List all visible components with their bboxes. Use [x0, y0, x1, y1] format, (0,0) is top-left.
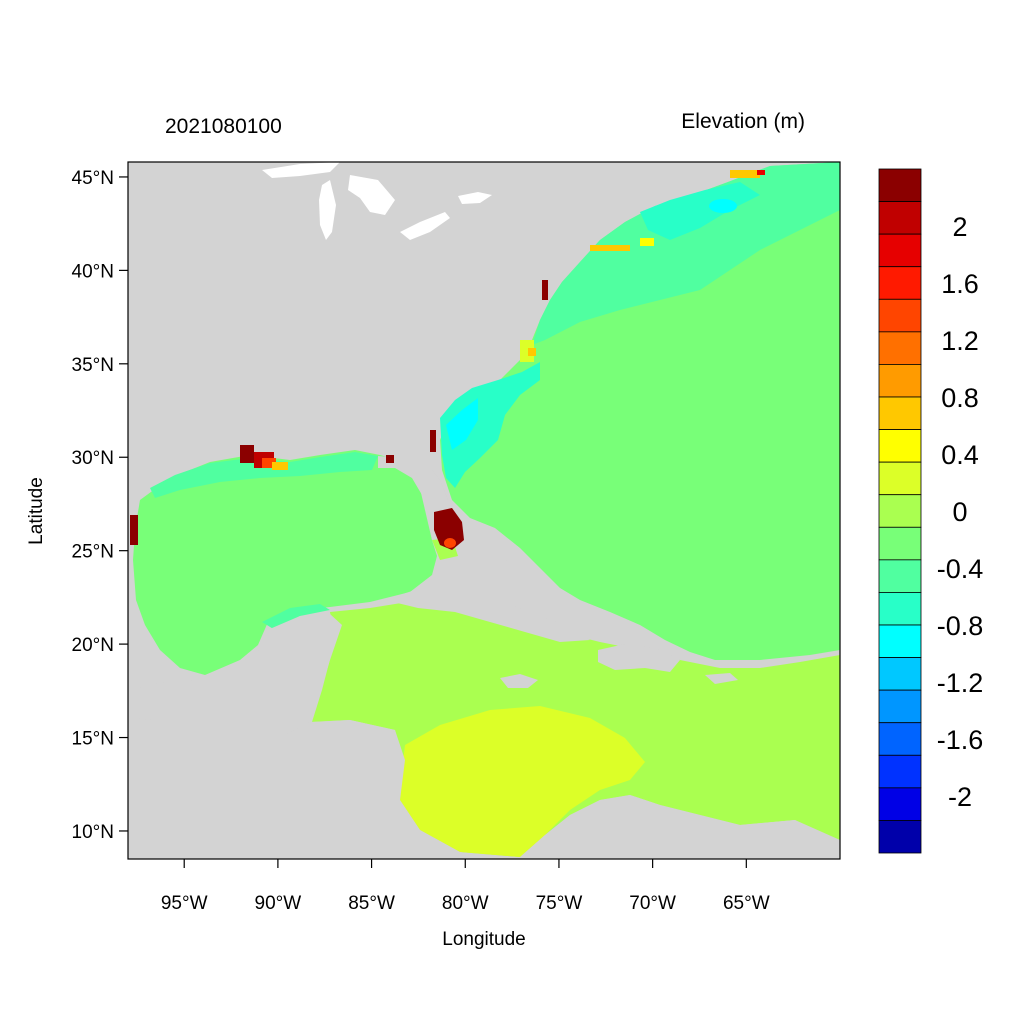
lake-michigan	[319, 180, 336, 240]
y-tick-label: 10°N	[72, 822, 114, 843]
central-america	[128, 718, 500, 859]
colorbar-swatch	[878, 592, 922, 626]
colorbar-swatch	[878, 396, 922, 430]
colorbar-swatch	[878, 168, 922, 202]
colorbar-swatch	[878, 624, 922, 658]
colorbar-label: 0.8	[941, 383, 979, 413]
colorbar-label: 1.6	[941, 269, 979, 299]
gulf-of-maine-lowest	[709, 199, 737, 213]
x-tick-label: 90°W	[255, 893, 302, 914]
y-tick-label: 40°N	[72, 261, 114, 282]
x-tick-label: 95°W	[161, 893, 208, 914]
gulf-of-mexico	[133, 450, 437, 675]
map-date-label: 2021080100	[165, 115, 282, 138]
colorbar-label: -2	[948, 782, 972, 812]
yucatan-shelf	[262, 604, 330, 630]
colorbar-swatch	[878, 461, 922, 496]
x-tick-label: 65°W	[723, 893, 770, 914]
colorbar-swatch	[878, 754, 922, 789]
x-tick-label: 85°W	[348, 893, 395, 914]
georgia-bight-low	[446, 398, 478, 450]
colorbar-swatch	[878, 494, 922, 528]
bahamas-andros	[490, 555, 512, 585]
colorbar-swatch	[878, 298, 922, 333]
plot-frame	[127, 161, 841, 860]
y-tick-label: 20°N	[72, 635, 114, 656]
y-tick-label: 15°N	[72, 729, 114, 750]
x-tick-label: 80°W	[442, 893, 489, 914]
longitude-ticks: 95°W 90°W 85°W 80°W 75°W 70°W 65°W	[161, 859, 770, 914]
southeast-us-shelf	[440, 362, 540, 488]
colorbar-swatch	[878, 526, 922, 561]
colorbar-swatch	[878, 657, 922, 691]
y-tick-label: 25°N	[72, 542, 114, 563]
colorbar-label: 0	[952, 497, 967, 527]
colorbar-label: -1.6	[937, 725, 984, 755]
x-tick-label: 75°W	[536, 893, 583, 914]
colorbar-label: -0.8	[937, 611, 984, 641]
colorbar-swatch	[878, 266, 922, 300]
gulf-northern-shelf	[150, 452, 378, 498]
colorbar-swatch	[878, 559, 922, 593]
colorbar-swatch	[878, 364, 922, 398]
colorbar-label: -0.4	[937, 554, 984, 584]
jamaica	[500, 674, 538, 688]
colorbar-swatch	[878, 331, 922, 365]
colorbar: 2 1.6 1.2 0.8 0.4 0 -0.4 -0.8 -1.2 -1.6 -2	[878, 168, 984, 854]
florida-everglades-surge	[434, 508, 464, 550]
y-tick-label: 35°N	[72, 355, 114, 376]
coastal-surge-marks	[130, 170, 765, 545]
gulf-of-maine-low	[640, 182, 760, 240]
florida-surge-peak	[444, 538, 456, 548]
cuba	[385, 588, 590, 642]
lake-huron	[348, 175, 395, 215]
colorbar-swatch	[878, 233, 922, 268]
colorbar-label: 0.4	[941, 440, 979, 470]
colorbar-label: 2	[952, 212, 967, 242]
colorbar-swatch	[878, 429, 922, 463]
y-tick-label: 30°N	[72, 448, 114, 469]
south-america	[500, 795, 840, 859]
colorbar-label: -1.2	[937, 668, 984, 698]
lake-erie	[400, 212, 450, 240]
puerto-rico	[705, 673, 738, 684]
colorbar-swatch	[878, 787, 922, 821]
x-axis-label: Longitude	[442, 929, 525, 950]
colorbar-swatch	[878, 201, 922, 235]
y-axis-label: Latitude	[26, 477, 47, 545]
map-variable-title: Elevation (m)	[681, 110, 805, 133]
map-plot-area	[128, 162, 840, 859]
colorbar-label: 1.2	[941, 326, 979, 356]
hispaniola	[598, 644, 680, 672]
lake-superior	[262, 162, 340, 178]
x-tick-label: 70°W	[629, 893, 676, 914]
y-tick-label: 45°N	[72, 168, 114, 189]
colorbar-swatch	[878, 689, 922, 724]
latitude-ticks: 45°N 40°N 35°N 30°N 25°N 20°N 15°N 10°N	[72, 168, 128, 843]
yucatan-peninsula	[128, 614, 342, 750]
colorbar-swatch	[878, 722, 922, 756]
colorbar-swatch	[878, 820, 922, 854]
lake-ontario	[458, 192, 492, 204]
northeast-shelf	[532, 162, 840, 345]
atlantic-ocean	[440, 162, 840, 660]
colombian-basin	[400, 706, 645, 857]
